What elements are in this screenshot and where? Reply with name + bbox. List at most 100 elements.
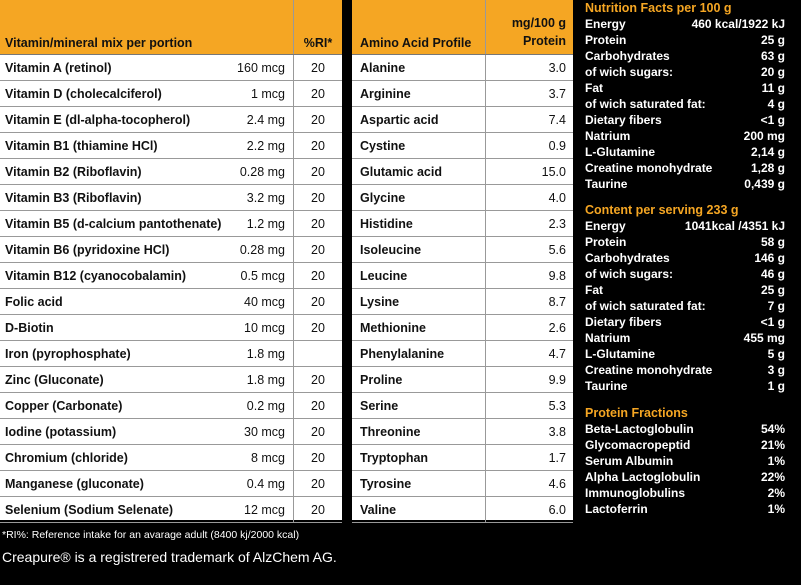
vitamin-amount: 1 mcg (227, 80, 294, 107)
perserving-title: Content per serving 233 g (585, 203, 739, 217)
amino-name: Serine (352, 392, 486, 419)
vitamin-ri: 20 (293, 184, 342, 211)
vitamin-amount: 8 mcg (227, 444, 294, 471)
fractions-list: Beta-Lactoglobulin 54% Glycomacropeptid 21%… (585, 421, 785, 517)
fraction-label: Alpha Lactoglobulin (585, 470, 701, 484)
per100-value: 20 g (760, 65, 785, 79)
amino-row: Threonine 3.8 (352, 418, 573, 445)
perserving-value: 3 g (767, 363, 785, 377)
amino-row: Aspartic acid 7.4 (352, 106, 573, 133)
per100-label: Carbohydrates (585, 49, 670, 63)
vitamin-amount: 0.2 mg (227, 392, 294, 419)
perserving-label: Energy (585, 219, 626, 233)
vitamin-name: Zinc (Gluconate) (0, 366, 227, 393)
fraction-label: Beta-Lactoglobulin (585, 422, 694, 436)
vitamin-name: Vitamin B5 (d-calcium pantothenate) (0, 210, 227, 237)
amino-row: Serine 5.3 (352, 392, 573, 419)
vitamin-name: Vitamin B3 (Riboflavin) (0, 184, 227, 211)
amino-name: Glutamic acid (352, 158, 486, 185)
amino-acid-table: Amino Acid Profile mg/100 g Protein Alan… (352, 0, 573, 523)
perserving-label: of wich saturated fat: (585, 299, 706, 313)
fraction-label: Lactoferrin (585, 502, 648, 516)
vitamin-row: Vitamin D (cholecalciferol) 1 mcg 20 (0, 80, 342, 107)
amino-row: Glutamic acid 15.0 (352, 158, 573, 185)
perserving-label: Protein (585, 235, 627, 249)
amino-value: 5.3 (485, 392, 573, 419)
vitamin-row: Vitamin B6 (pyridoxine HCl) 0.28 mg 20 (0, 236, 342, 263)
vitamin-amount: 2.2 mg (227, 132, 294, 159)
amino-name: Threonine (352, 418, 486, 445)
perserving-label: of wich sugars: (585, 267, 674, 281)
per100-row: of wich sugars: 20 g (585, 64, 785, 80)
vitamin-ri: 20 (293, 444, 342, 471)
amino-row: Tryptophan 1.7 (352, 444, 573, 471)
per100-label: Creatine monohydrate (585, 161, 713, 175)
vitamin-amount: 1.8 mg (227, 340, 294, 367)
perserving-list: Energy 1041kcal /4351 kJ Protein 58 g Carboh… (585, 218, 785, 394)
vitamin-ri: 20 (293, 158, 342, 185)
amino-table-header: Amino Acid Profile mg/100 g Protein (352, 0, 573, 55)
vitamin-row: Manganese (gluconate) 0.4 mg 20 (0, 470, 342, 497)
per100-label: Energy (585, 17, 626, 31)
fraction-value: 1% (767, 502, 785, 516)
vitamin-amount: 0.28 mg (227, 236, 294, 263)
perserving-row: Carbohydrates 146 g (585, 250, 785, 266)
vitamin-name: Selenium (Sodium Selenate) (0, 496, 227, 523)
perserving-label: Carbohydrates (585, 251, 670, 265)
vitamin-row: Zinc (Gluconate) 1.8 mg 20 (0, 366, 342, 393)
amino-value: 8.7 (485, 288, 573, 315)
amino-name: Cystine (352, 132, 486, 159)
amino-name: Glycine (352, 184, 486, 211)
vitamin-row: Copper (Carbonate) 0.2 mg 20 (0, 392, 342, 419)
vitamin-ri: 20 (293, 496, 342, 523)
per100-label: of wich sugars: (585, 65, 674, 79)
vitamin-amount: 40 mcg (227, 288, 294, 315)
amino-value: 4.0 (485, 184, 573, 211)
amino-row: Histidine 2.3 (352, 210, 573, 237)
vitamin-row: Iron (pyrophosphate) 1.8 mg (0, 340, 342, 367)
fraction-value: 54% (760, 422, 785, 436)
vitamin-name: Vitamin B2 (Riboflavin) (0, 158, 227, 185)
fraction-row: Beta-Lactoglobulin 54% (585, 421, 785, 437)
per100-label: Natrium (585, 129, 631, 143)
amino-name: Tryptophan (352, 444, 486, 471)
per100-row: Energy 460 kcal/1922 kJ (585, 16, 785, 32)
perserving-row: Energy 1041kcal /4351 kJ (585, 218, 785, 234)
vitamin-ri: 20 (293, 210, 342, 237)
amino-value: 3.0 (485, 54, 573, 81)
fraction-row: Glycomacropeptid 21% (585, 437, 785, 453)
per100-row: Carbohydrates 63 g (585, 48, 785, 64)
per100-row: Creatine monohydrate 1,28 g (585, 160, 785, 176)
per100-value: 2,14 g (750, 145, 785, 159)
vitamin-name: Vitamin B1 (thiamine HCl) (0, 132, 227, 159)
fraction-value: 2% (767, 486, 785, 500)
per100-value: 11 g (761, 81, 785, 95)
vitamin-row: Vitamin B5 (d-calcium pantothenate) 1.2 m… (0, 210, 342, 237)
amino-header-name: Amino Acid Profile (352, 0, 486, 55)
vitamin-row: D-Biotin 10 mcg 20 (0, 314, 342, 341)
vitamin-amount: 1.2 mg (227, 210, 294, 237)
amino-name: Isoleucine (352, 236, 486, 263)
vitamin-name: Vitamin A (retinol) (0, 54, 227, 81)
per100-value: 460 kcal/1922 kJ (691, 17, 785, 31)
fraction-row: Alpha Lactoglobulin 22% (585, 469, 785, 485)
vitamin-amount: 0.4 mg (227, 470, 294, 497)
amino-value: 7.4 (485, 106, 573, 133)
perserving-value: 1 g (767, 379, 785, 393)
perserving-value: 46 g (760, 267, 785, 281)
perserving-row: of wich sugars: 46 g (585, 266, 785, 282)
vitamin-name: Iodine (potassium) (0, 418, 227, 445)
amino-row: Glycine 4.0 (352, 184, 573, 211)
vitamin-amount: 0.5 mcg (227, 262, 294, 289)
perserving-row: Natrium 455 mg (585, 330, 785, 346)
vitamin-name: Iron (pyrophosphate) (0, 340, 227, 367)
amino-value: 3.8 (485, 418, 573, 445)
perserving-value: <1 g (760, 315, 785, 329)
fraction-row: Lactoferrin 1% (585, 501, 785, 517)
vitamin-amount: 10 mcg (227, 314, 294, 341)
fraction-value: 21% (760, 438, 785, 452)
vitamin-name: Folic acid (0, 288, 227, 315)
amino-name: Proline (352, 366, 486, 393)
amino-header-unit-line1: mg/100 g (511, 16, 566, 30)
perserving-label: Taurine (585, 379, 628, 393)
